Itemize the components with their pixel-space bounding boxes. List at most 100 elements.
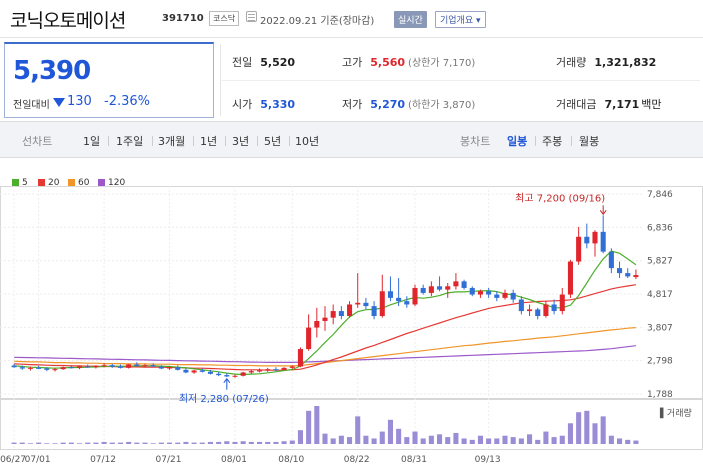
candle[interactable] — [437, 276, 443, 292]
candle[interactable] — [11, 363, 17, 368]
candle[interactable] — [469, 286, 475, 297]
candle[interactable] — [306, 314, 312, 351]
volume-bar — [60, 442, 66, 444]
candle[interactable] — [461, 279, 467, 290]
tab-3m[interactable]: 3개월 — [158, 135, 186, 148]
stat-open: 시가 5,330 — [232, 98, 296, 111]
candle[interactable] — [142, 363, 148, 368]
candle[interactable] — [150, 363, 156, 368]
candle[interactable] — [355, 273, 361, 308]
candle[interactable] — [567, 259, 573, 298]
candle[interactable] — [240, 371, 246, 377]
volume-bar — [461, 438, 467, 444]
candle[interactable] — [445, 283, 451, 298]
candle[interactable] — [77, 365, 83, 370]
candle[interactable] — [60, 366, 66, 370]
candle[interactable] — [387, 276, 393, 302]
candle[interactable] — [420, 284, 426, 295]
candle[interactable] — [27, 366, 33, 371]
candle[interactable] — [543, 301, 549, 318]
candle[interactable] — [224, 373, 230, 378]
candle[interactable] — [216, 371, 222, 377]
tab-weekly[interactable]: 주봉 — [542, 135, 563, 148]
volume-bar — [567, 423, 573, 444]
tab-monthly[interactable]: 월봉 — [579, 135, 600, 148]
candle[interactable] — [232, 374, 238, 378]
candle[interactable] — [93, 365, 99, 369]
candle[interactable] — [52, 367, 58, 372]
candle[interactable] — [428, 281, 434, 297]
candle[interactable] — [273, 367, 279, 372]
candle[interactable] — [19, 365, 25, 370]
tab-1y[interactable]: 1년 — [200, 135, 218, 148]
candle[interactable] — [117, 364, 123, 369]
candle[interactable] — [477, 289, 483, 298]
candle[interactable] — [297, 347, 303, 368]
candle[interactable] — [347, 301, 353, 318]
candle[interactable] — [527, 304, 533, 317]
tab-1d[interactable]: 1일 — [83, 135, 101, 148]
candle[interactable] — [412, 284, 418, 307]
candle[interactable] — [494, 291, 500, 302]
tab-5y[interactable]: 5년 — [264, 135, 282, 148]
volume-bar — [576, 412, 582, 444]
realtime-button[interactable]: 실시간 — [394, 11, 427, 28]
candle[interactable] — [183, 367, 189, 374]
candle[interactable] — [257, 368, 263, 373]
candle[interactable] — [404, 296, 410, 308]
candle[interactable] — [167, 365, 173, 370]
candle[interactable] — [207, 369, 213, 375]
candle[interactable] — [625, 268, 631, 279]
tab-1w[interactable]: 1주일 — [116, 135, 144, 148]
candle[interactable] — [199, 368, 205, 373]
candle[interactable] — [330, 304, 336, 325]
candle[interactable] — [314, 307, 320, 338]
candle[interactable] — [36, 365, 42, 370]
volume-bar — [167, 442, 173, 444]
company-overview-dropdown[interactable]: 기업개요 ▾ — [435, 11, 486, 28]
volume-bar — [77, 443, 83, 444]
candle[interactable] — [85, 364, 91, 368]
candle[interactable] — [584, 223, 590, 249]
candle[interactable] — [44, 367, 50, 372]
candle[interactable] — [617, 261, 623, 279]
tab-daily[interactable]: 일봉 — [507, 135, 528, 148]
candle[interactable] — [510, 289, 516, 303]
candle[interactable] — [322, 306, 328, 331]
tab-10y[interactable]: 10년 — [295, 135, 320, 148]
candle[interactable] — [134, 362, 140, 367]
tab-3y[interactable]: 3년 — [232, 135, 250, 148]
candle[interactable] — [486, 287, 492, 298]
volume-bar — [559, 435, 565, 444]
candle[interactable] — [175, 365, 181, 371]
candle[interactable] — [608, 248, 614, 274]
candle[interactable] — [126, 363, 132, 369]
volume-bar — [608, 435, 614, 444]
divider — [289, 136, 290, 146]
candle[interactable] — [363, 297, 369, 310]
candle[interactable] — [158, 365, 164, 370]
candle[interactable] — [396, 278, 402, 307]
candle[interactable] — [68, 365, 74, 369]
candle[interactable] — [338, 306, 344, 320]
candle[interactable] — [502, 289, 508, 300]
candle[interactable] — [289, 365, 295, 370]
candle[interactable] — [281, 367, 287, 371]
candle[interactable] — [633, 269, 639, 280]
candle[interactable] — [371, 301, 377, 320]
candle[interactable] — [101, 363, 107, 368]
candle[interactable] — [592, 230, 598, 257]
candlestick-chart[interactable]: 7,846 6,836 5,827 4,817 3,807 2,798 1,788 06/27… — [0, 186, 703, 470]
candle[interactable] — [248, 369, 254, 374]
candle[interactable] — [600, 215, 606, 254]
candle[interactable] — [109, 363, 115, 368]
candle[interactable] — [535, 307, 541, 320]
candle[interactable] — [265, 367, 271, 372]
candle[interactable] — [379, 274, 385, 318]
candle[interactable] — [559, 287, 565, 315]
candle[interactable] — [191, 369, 197, 374]
candle[interactable] — [576, 226, 582, 265]
candle[interactable] — [518, 296, 524, 315]
candle[interactable] — [453, 273, 459, 290]
candle[interactable] — [551, 299, 557, 315]
